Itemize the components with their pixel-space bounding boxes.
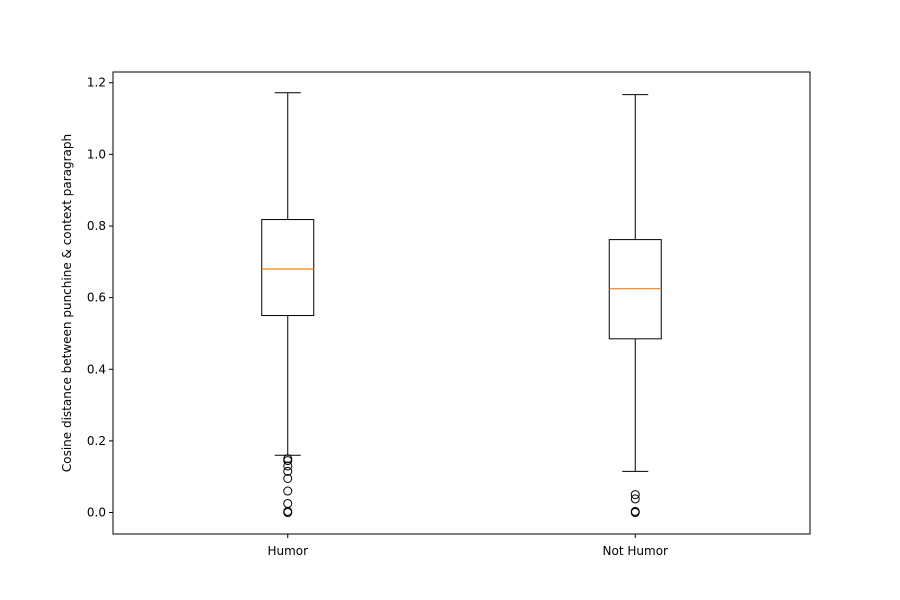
outlier-point	[283, 461, 293, 471]
outlier-point	[630, 490, 640, 500]
outlier-point	[630, 494, 640, 504]
outlier-point	[630, 508, 640, 518]
outlier-point	[283, 486, 293, 496]
y-tick-label: 0.4	[87, 362, 106, 376]
outlier-point	[283, 508, 293, 518]
y-tick-label: 1.2	[87, 76, 106, 90]
y-tick-label: 0.0	[87, 506, 106, 520]
y-tick-label: 0.6	[87, 291, 106, 305]
outlier-point	[283, 466, 293, 476]
outlier-point	[283, 456, 293, 466]
x-tick-label: Humor	[267, 544, 308, 558]
y-tick-label: 0.2	[87, 434, 106, 448]
x-tick-label: Not Humor	[603, 544, 668, 558]
y-axis-label: Cosine distance between punchine & conte…	[60, 134, 74, 472]
y-tick-label: 1.0	[87, 147, 106, 161]
y-tick-label: 0.8	[87, 219, 106, 233]
plot-area: 0.0 0.2 0.4 0.6 0.8 1.0 1.2 Humor Not Humor	[87, 76, 668, 558]
box-iqr	[261, 219, 315, 317]
outlier-point	[283, 473, 293, 483]
axes-frame	[112, 71, 811, 535]
